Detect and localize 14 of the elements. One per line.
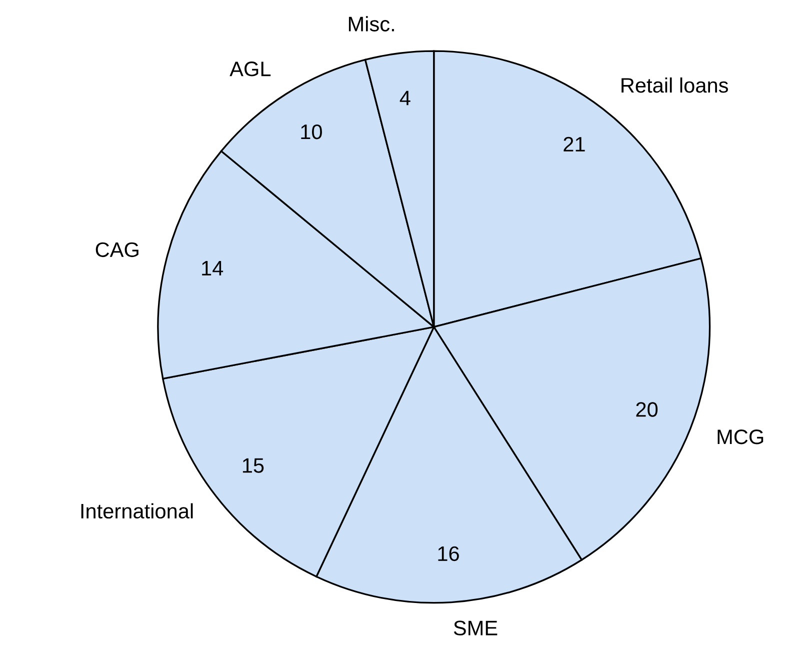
data-label: 10 xyxy=(301,124,322,140)
data-label: 15 xyxy=(242,458,264,473)
slice-label: SME xyxy=(454,620,498,636)
slice-label: CAG xyxy=(96,242,138,258)
data-label: 14 xyxy=(202,261,224,276)
slice-label: Retail loans xyxy=(622,77,728,93)
slice-label: Misc. xyxy=(348,16,394,32)
data-label: 4 xyxy=(400,90,410,106)
data-label: 16 xyxy=(438,546,459,562)
slice-label: International xyxy=(81,503,193,519)
data-label: 20 xyxy=(636,402,658,417)
data-label: 21 xyxy=(564,136,585,152)
slice-label: MCG xyxy=(718,430,764,444)
slice-label: AGL xyxy=(230,62,271,76)
